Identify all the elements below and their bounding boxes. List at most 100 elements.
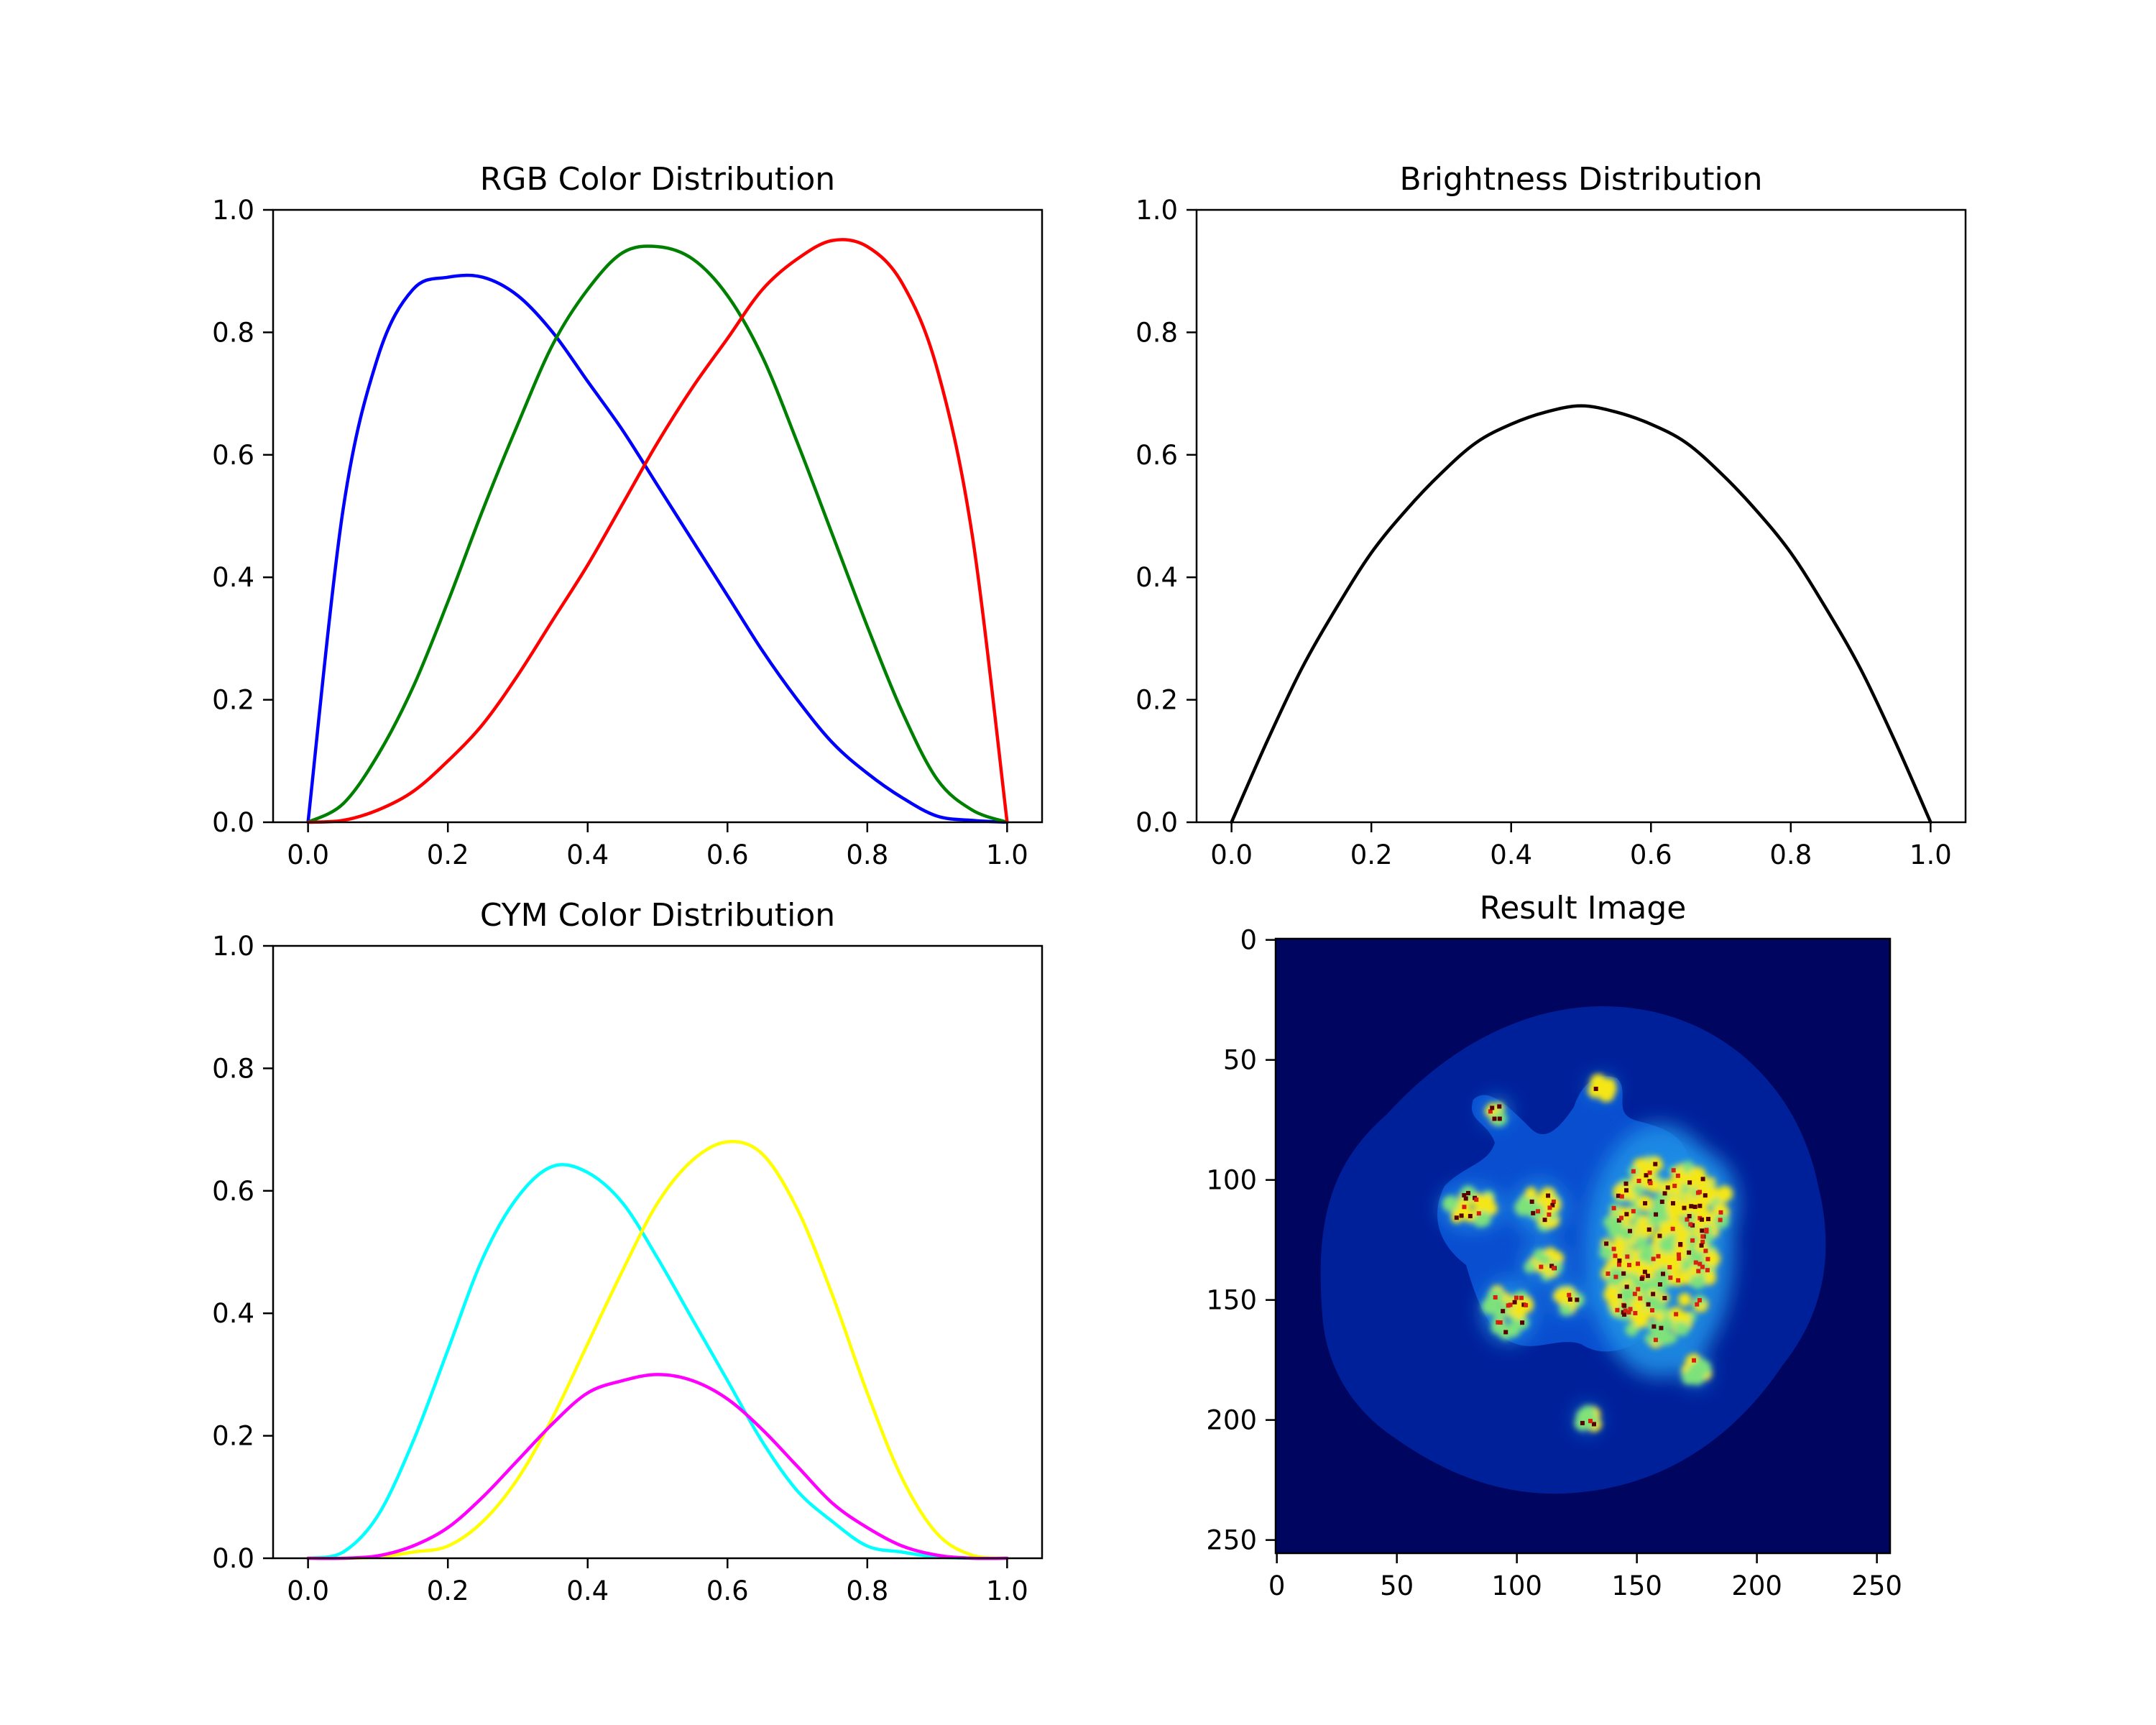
- image-peak-pixel: [1626, 1310, 1631, 1315]
- image-peak-pixel: [1662, 1191, 1667, 1196]
- image-peak-pixel: [1547, 1212, 1552, 1217]
- cym-x-tick-label: 0.8: [846, 1576, 888, 1606]
- image-peak-pixel: [1687, 1250, 1692, 1255]
- image-peak-pixel: [1631, 1209, 1636, 1214]
- image-peak-pixel: [1671, 1168, 1676, 1173]
- image-peak-pixel: [1643, 1201, 1648, 1206]
- cym-y-tick-label: 0.4: [212, 1298, 254, 1329]
- image-peak-pixel: [1575, 1297, 1580, 1302]
- image-peak-pixel: [1529, 1199, 1534, 1204]
- rgb-x-tick-label: 0.0: [287, 840, 329, 870]
- image-peak-pixel: [1622, 1312, 1627, 1317]
- image-peak-pixel: [1657, 1233, 1662, 1238]
- image-peak-pixel: [1623, 1308, 1628, 1313]
- image-peak-pixel: [1619, 1194, 1624, 1199]
- image-peak-pixel: [1659, 1200, 1664, 1205]
- cym-chart-title: CYM Color Distribution: [480, 897, 835, 934]
- image-hot-pixel: [1667, 1333, 1677, 1343]
- cym-plot-frame: [272, 944, 1044, 1560]
- image-hot-pixel: [1618, 1286, 1636, 1303]
- rgb-x-tick-label: 1.0: [986, 840, 1028, 870]
- brightness-y-tick-label: 0.8: [1135, 317, 1178, 348]
- image-peak-pixel: [1496, 1320, 1501, 1325]
- image-peak-pixel: [1697, 1298, 1702, 1303]
- image-peak-pixel: [1552, 1266, 1557, 1271]
- rgb-y-tick-label: 0.0: [212, 807, 254, 838]
- cym-x-tick-label: 0.2: [427, 1576, 469, 1606]
- brightness-x-tick-label: 1.0: [1909, 840, 1952, 870]
- rgb-plot-frame: [272, 208, 1044, 824]
- rgb-y-tick-label: 0.4: [212, 562, 254, 593]
- result-y-tick-label: 150: [1206, 1285, 1257, 1316]
- image-peak-pixel: [1624, 1284, 1629, 1289]
- cym-x-tick-label: 1.0: [986, 1576, 1028, 1606]
- image-peak-pixel: [1476, 1211, 1481, 1216]
- cym-x-tick-label: 0.4: [566, 1576, 609, 1606]
- cym-distribution-chart: 0.0 0.2 0.4 0.6 0.8 1.0 0.0 0.2 0.4 0.6 0.8 1.0 CYM …: [212, 897, 1044, 1606]
- cym-y-tick-label: 0.2: [212, 1421, 254, 1452]
- image-peak-pixel: [1459, 1213, 1464, 1218]
- image-peak-pixel: [1651, 1324, 1657, 1329]
- image-peak-pixel: [1689, 1204, 1694, 1209]
- result-x-tick-label: 100: [1491, 1570, 1542, 1601]
- image-peak-pixel: [1462, 1192, 1467, 1197]
- image-hot-pixel: [1703, 1250, 1720, 1267]
- image-peak-pixel: [1687, 1180, 1692, 1185]
- image-peak-pixel: [1651, 1256, 1656, 1261]
- image-hot-pixel: [1603, 1287, 1618, 1302]
- image-peak-pixel: [1700, 1239, 1705, 1244]
- image-peak-pixel: [1718, 1218, 1723, 1223]
- image-peak-pixel: [1705, 1256, 1710, 1261]
- image-peak-pixel: [1567, 1292, 1572, 1297]
- image-hot-pixel: [1553, 1289, 1568, 1303]
- rgb-x-tick-label: 0.6: [706, 840, 749, 870]
- image-hot-pixel: [1608, 1266, 1624, 1282]
- image-peak-pixel: [1616, 1218, 1621, 1223]
- image-peak-pixel: [1662, 1296, 1667, 1301]
- result-image-frame: [1274, 937, 1892, 1555]
- image-hot-pixel: [1473, 1214, 1487, 1228]
- image-peak-pixel: [1624, 1188, 1629, 1193]
- image-peak-pixel: [1636, 1261, 1641, 1266]
- result-x-tick-label: 50: [1380, 1570, 1414, 1601]
- image-peak-pixel: [1692, 1358, 1697, 1363]
- brightness-x-tick-label: 0.6: [1630, 840, 1672, 870]
- image-peak-pixel: [1621, 1271, 1626, 1276]
- result-y-tick-label: 0: [1240, 925, 1257, 956]
- result-y-tick-label: 200: [1206, 1405, 1257, 1436]
- rgb-x-tick-label: 0.8: [846, 840, 888, 870]
- result-x-tick-label: 0: [1268, 1570, 1286, 1601]
- image-peak-pixel: [1685, 1217, 1690, 1222]
- result-x-tick-label: 250: [1851, 1570, 1902, 1601]
- image-peak-pixel: [1682, 1205, 1687, 1210]
- cym-series-0-line: [306, 1163, 1009, 1560]
- brightness-x-tick-label: 0.2: [1350, 840, 1393, 870]
- brightness-x-tick-label: 0.4: [1490, 840, 1532, 870]
- image-peak-pixel: [1624, 1212, 1629, 1217]
- image-peak-pixel: [1617, 1258, 1622, 1263]
- rgb-x-tick-label: 0.4: [566, 840, 609, 870]
- image-peak-pixel: [1625, 1254, 1630, 1259]
- image-hot-pixel: [1599, 1245, 1614, 1260]
- image-peak-pixel: [1535, 1209, 1540, 1214]
- image-peak-pixel: [1651, 1292, 1656, 1297]
- image-peak-pixel: [1503, 1330, 1508, 1335]
- image-hot-pixel: [1539, 1254, 1551, 1266]
- image-peak-pixel: [1687, 1214, 1692, 1219]
- image-peak-pixel: [1454, 1215, 1459, 1220]
- image-peak-pixel: [1519, 1295, 1524, 1300]
- image-peak-pixel: [1638, 1296, 1643, 1301]
- image-peak-pixel: [1462, 1205, 1467, 1210]
- rgb-y-tick-label: 1.0: [212, 195, 254, 226]
- image-peak-pixel: [1677, 1256, 1682, 1261]
- image-peak-pixel: [1549, 1264, 1554, 1269]
- image-hot-pixel: [1690, 1273, 1706, 1289]
- image-peak-pixel: [1604, 1241, 1609, 1246]
- image-peak-pixel: [1627, 1263, 1632, 1268]
- image-peak-pixel: [1623, 1181, 1628, 1186]
- rgb-series-1-line: [306, 244, 1009, 824]
- image-peak-pixel: [1676, 1252, 1681, 1257]
- brightness-y-tick-label: 0.2: [1135, 685, 1178, 716]
- image-peak-pixel: [1606, 1271, 1611, 1276]
- image-peak-pixel: [1616, 1262, 1621, 1267]
